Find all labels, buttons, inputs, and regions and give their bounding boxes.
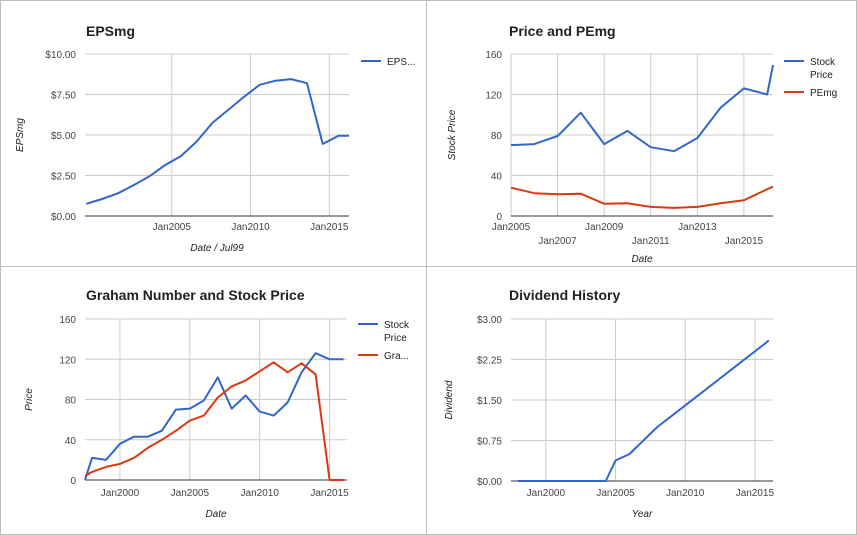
y-tick-label: $2.25: [477, 356, 502, 367]
y-axis-label: Dividend: [444, 380, 455, 419]
chart-title: Graham Number and Stock Price: [86, 287, 305, 303]
legend-label: Stock Price: [810, 57, 836, 81]
y-tick-label: $7.50: [51, 91, 76, 102]
x-tick-label: Jan2013: [678, 222, 717, 233]
eps-chart-panel: EPSmg $0.00 $2.50 $5.00 $7.50 $10.00 Jan2005 J…: [0, 0, 427, 267]
chart-title: EPSmg: [86, 23, 136, 39]
series-line-primary: [510, 64, 774, 153]
y-tick-label: 80: [65, 396, 77, 407]
x-tick-label: Jan2010: [231, 222, 270, 233]
x-tick-label: Jan2009: [585, 222, 624, 233]
series-line-primary: [86, 78, 349, 205]
x-tick-label: Jan2015: [310, 488, 349, 499]
legend-label: Gra...: [384, 351, 409, 362]
y-tick-label: 80: [491, 131, 503, 142]
legend-label: EPS...: [387, 57, 415, 68]
x-tick-label: Jan2005: [492, 222, 531, 233]
legend-label: Stock Price: [384, 320, 410, 344]
x-tick-label: Jan2000: [101, 488, 140, 499]
x-tick-label: Jan2015: [736, 488, 775, 499]
y-axis-label: Stock Price: [447, 109, 458, 160]
eps-chart: $0.00 $2.50 $5.00 $7.50 $10.00 Jan2005 Jan2010…: [15, 50, 415, 254]
y-tick-label: $1.50: [477, 396, 502, 407]
legend-label: PEmg: [810, 88, 837, 99]
x-axis-label: Date: [631, 254, 653, 265]
x-axis-label: Date: [205, 509, 227, 520]
y-tick-label: 160: [59, 315, 76, 326]
dividend-chart-panel: Dividend History $0.00 $0.75 $1.50 $2.25 $3.…: [426, 266, 857, 535]
y-tick-label: $0.00: [477, 477, 502, 488]
x-axis-label: Year: [632, 509, 653, 520]
chart-title: Price and PEmg: [509, 23, 616, 39]
x-tick-label: Jan2011: [632, 236, 670, 247]
y-tick-label: $10.00: [45, 50, 76, 61]
y-tick-label: $2.50: [51, 172, 76, 183]
y-tick-label: $3.00: [477, 315, 502, 326]
x-tick-label: Jan2000: [527, 488, 566, 499]
y-tick-label: 0: [70, 476, 76, 487]
x-tick-label: Jan2005: [171, 488, 210, 499]
y-tick-label: $0.00: [51, 212, 76, 223]
graham-chart-panel: Graham Number and Stock Price 0 40 80 120 16…: [0, 266, 427, 535]
x-tick-label: Jan2015: [725, 236, 764, 247]
x-tick-label: Jan2005: [153, 222, 192, 233]
x-tick-label: Jan2010: [666, 488, 705, 499]
graham-chart: 0 40 80 120 160 Jan2000 Jan2005 Jan2010 Jan2015 D…: [24, 315, 410, 520]
price-pe-chart-panel: Price and PEmg 0 40 80 120 160 Jan2005 Jan2007…: [426, 0, 857, 267]
x-tick-label: Jan2007: [538, 236, 577, 247]
y-tick-label: 120: [485, 91, 502, 102]
y-axis-label: Price: [24, 388, 35, 411]
x-tick-label: Jan2010: [241, 488, 280, 499]
series-line-primary: [84, 352, 344, 481]
y-axis-label: EPSmg: [15, 118, 26, 152]
x-tick-label: Jan2005: [596, 488, 635, 499]
y-tick-label: 160: [485, 50, 502, 61]
y-tick-label: 40: [491, 172, 503, 183]
y-tick-label: 120: [59, 355, 76, 366]
dividend-chart: $0.00 $0.75 $1.50 $2.25 $3.00 Jan2000 Jan2005 J…: [444, 315, 775, 520]
x-axis-label: Date / Jul99: [190, 243, 244, 254]
y-tick-label: 40: [65, 436, 77, 447]
x-tick-label: Jan2015: [310, 222, 349, 233]
chart-title: Dividend History: [509, 287, 621, 303]
y-tick-label: 0: [496, 212, 502, 223]
y-tick-label: $0.75: [477, 437, 502, 448]
series-line-secondary: [510, 185, 774, 209]
price-pe-chart: 0 40 80 120 160 Jan2005 Jan2007 Jan2009 Jan2011 J…: [447, 50, 837, 265]
y-tick-label: $5.00: [51, 131, 76, 142]
series-line: [518, 339, 770, 482]
series-line-secondary: [84, 361, 344, 481]
